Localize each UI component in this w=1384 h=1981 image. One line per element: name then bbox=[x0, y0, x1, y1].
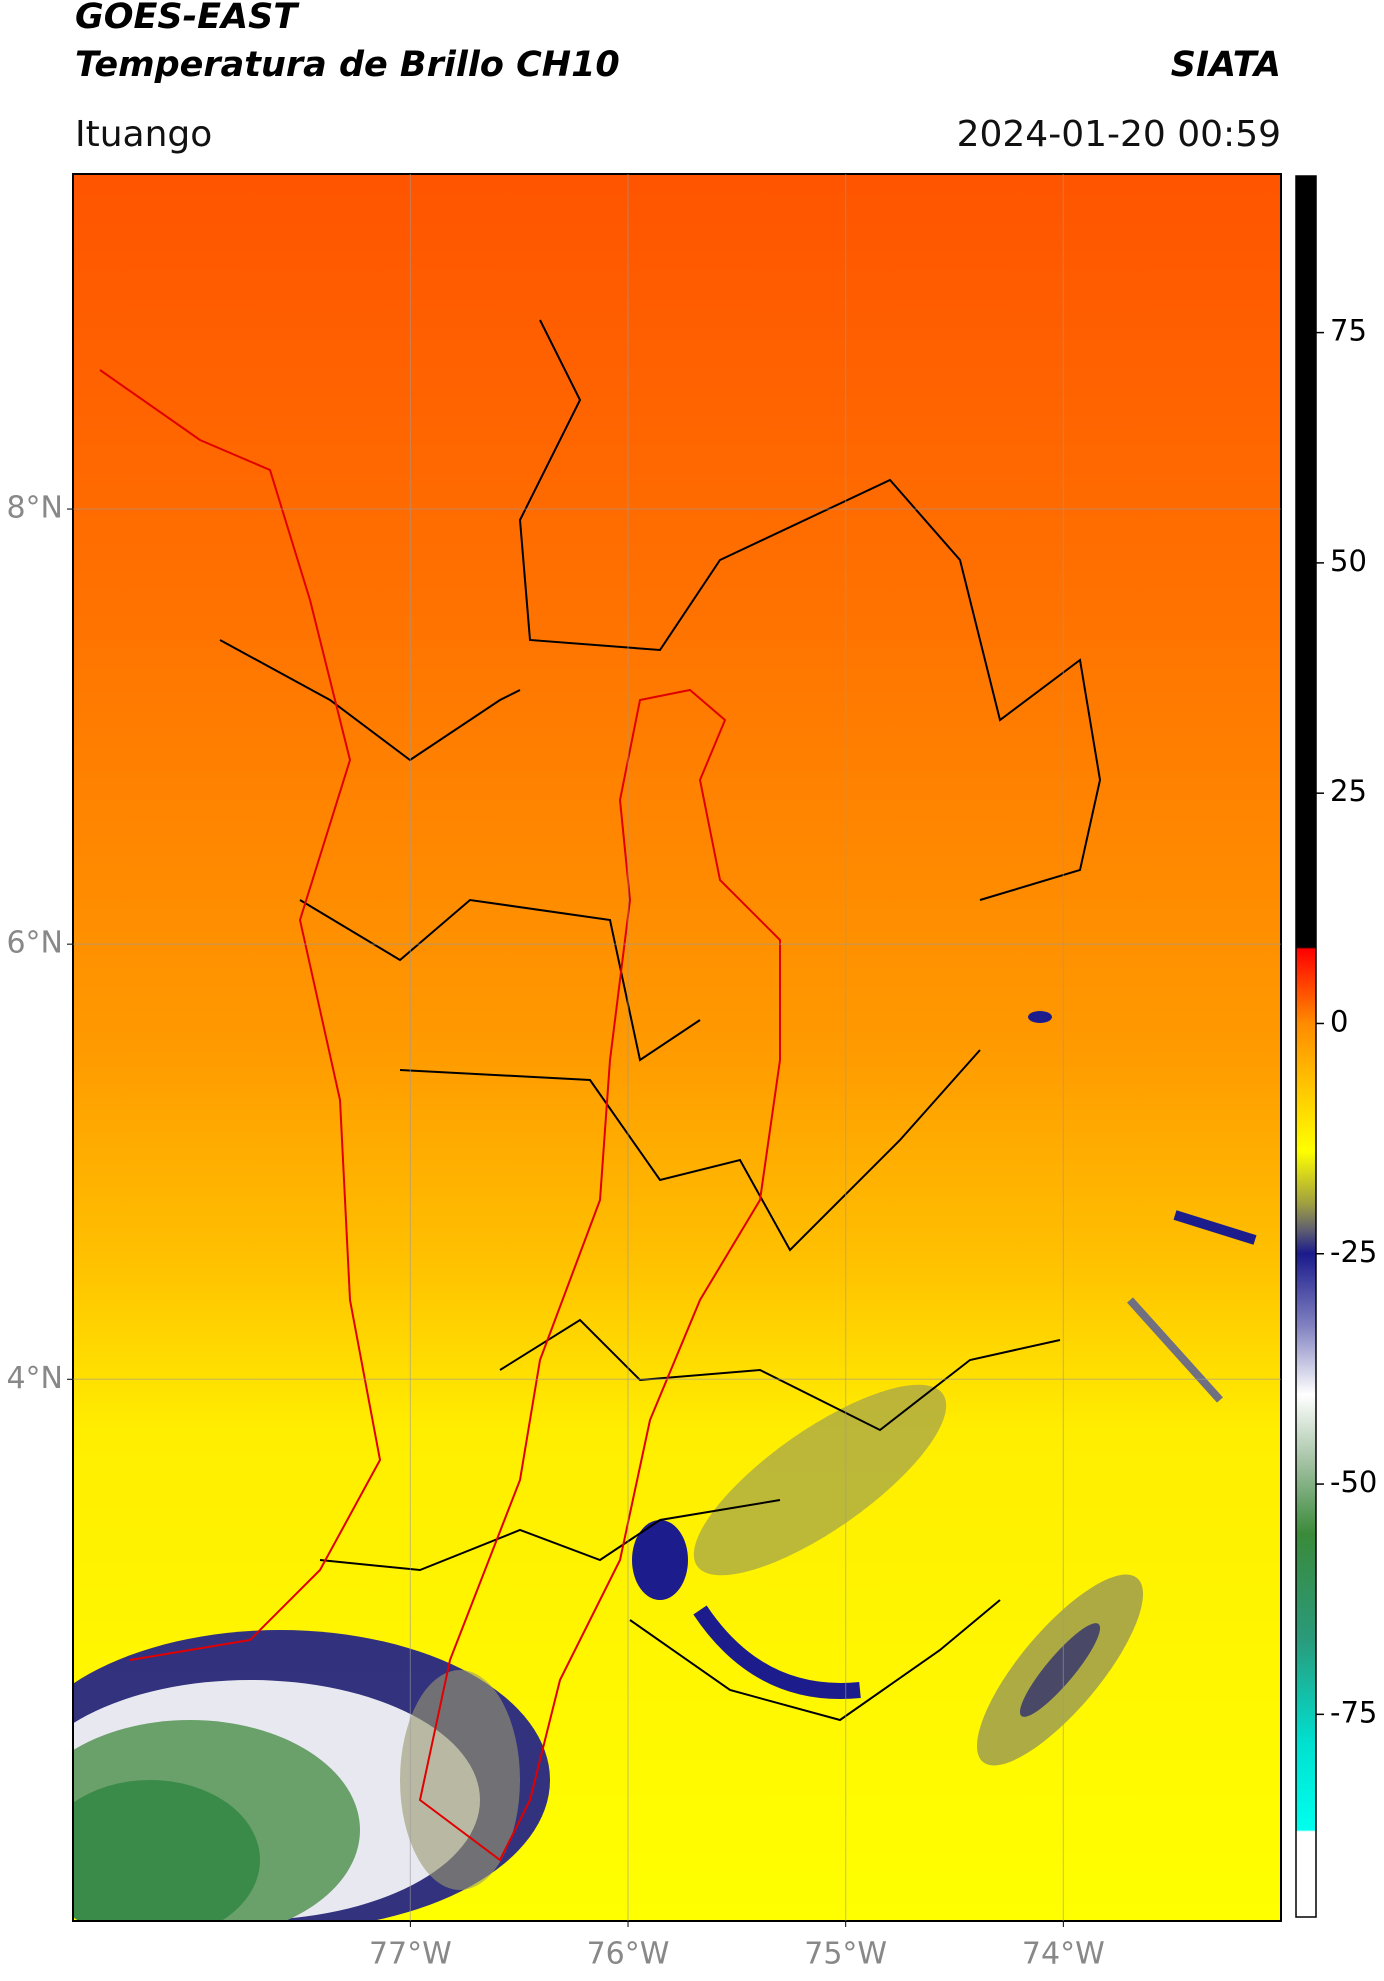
borders bbox=[219, 319, 1102, 1722]
x-tick-label: 74°W bbox=[1022, 1937, 1105, 1972]
x-tick-label: 76°W bbox=[587, 1937, 670, 1972]
x-tick-label: 77°W bbox=[369, 1937, 452, 1972]
y-tick-label: 4°N bbox=[6, 1361, 63, 1396]
cold-clouds bbox=[73, 1011, 1257, 1921]
colorbar-tick-label: 75 bbox=[1330, 314, 1367, 348]
x-tick-label: 75°W bbox=[804, 1937, 887, 1972]
subtitle: Temperatura de Brillo CH10 bbox=[75, 45, 620, 85]
location: Ituango bbox=[75, 114, 212, 155]
grid: 77°W 76°W 75°W 74°W 8°N 6°N 4°N bbox=[6, 174, 1281, 1972]
colorbar-tick-label: -75 bbox=[1330, 1695, 1377, 1729]
colorbar-ticks: 75 50 25 0 -25 -50 -75 bbox=[1316, 314, 1377, 1729]
colorbar-tick-label: -50 bbox=[1330, 1465, 1377, 1499]
colorbar-tick-label: 50 bbox=[1330, 544, 1367, 578]
source: SIATA bbox=[1171, 45, 1281, 85]
title: GOES-EAST bbox=[75, 0, 300, 37]
y-tick-label: 6°N bbox=[6, 926, 63, 961]
colorbar-tick-label: 25 bbox=[1330, 774, 1367, 808]
timestamp: 2024-01-20 00:59 bbox=[957, 114, 1281, 155]
map-frame bbox=[72, 173, 1282, 1922]
colorbar bbox=[1295, 175, 1317, 1918]
basin-outline bbox=[99, 369, 781, 1862]
y-tick-label: 8°N bbox=[6, 491, 63, 526]
colorbar-tick-label: -25 bbox=[1330, 1235, 1377, 1269]
map-image bbox=[73, 174, 1281, 1921]
colorbar-tick-label: 0 bbox=[1330, 1004, 1348, 1038]
